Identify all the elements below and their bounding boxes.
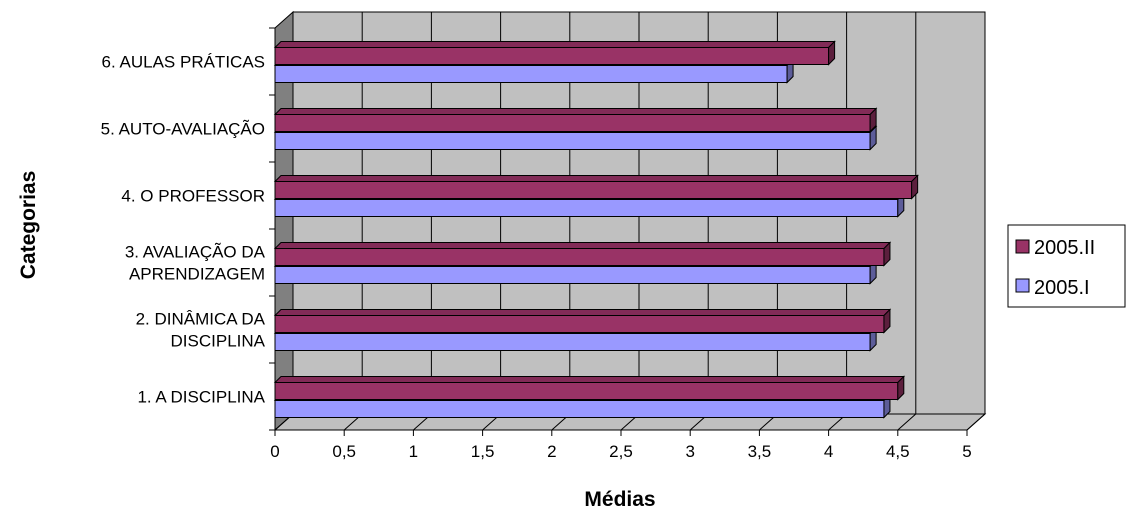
bar-2005-ii-3 xyxy=(273,241,892,267)
x-tick-label: 2,5 xyxy=(609,442,633,461)
bar-2005-ii-1-top xyxy=(273,376,906,383)
y-category-labels: 6. AULAS PRÁTICAS 5. AUTO-AVALIAÇÃO 4. O P… xyxy=(101,53,266,407)
floor-gridline xyxy=(897,413,917,431)
bar-2005-ii-1-end xyxy=(897,375,905,401)
bar-2005-i-5-front xyxy=(274,132,871,150)
bar-2005-ii-6-top xyxy=(273,41,836,48)
y-category-label: 3. AVALIAÇÃO DA APRENDIZAGEM xyxy=(125,243,266,284)
bar-2005-ii-3-front xyxy=(274,248,885,266)
bar-2005-i-5-end xyxy=(869,125,877,151)
bar-2005-i-4-front xyxy=(274,199,899,217)
bar-2005-ii-6-end xyxy=(828,40,836,66)
legend-label-2005-i: 2005.I xyxy=(1034,277,1090,299)
y-axis-title: Categorias xyxy=(17,171,40,280)
bar-2005-ii-1-front xyxy=(274,382,899,400)
bar-2005-ii-6-front xyxy=(274,47,830,65)
bar-2005-ii-3-end xyxy=(883,241,891,267)
x-tick-label: 4 xyxy=(824,442,833,461)
floor-gridline xyxy=(966,413,986,431)
bar-2005-ii-4-end xyxy=(911,174,919,200)
x-axis-title: Médias xyxy=(584,488,655,511)
x-tick-label: 0,5 xyxy=(332,442,356,461)
bar-2005-ii-4 xyxy=(273,174,919,200)
bar-2005-ii-6 xyxy=(273,40,836,66)
bar-2005-ii-5-front xyxy=(274,114,871,132)
bar-2005-ii-4-top xyxy=(273,175,919,182)
y-category-label: 2. DINÂMICA DA DISCIPLINA xyxy=(136,310,266,351)
legend-swatch-2005-i xyxy=(1015,278,1030,293)
x-tick-label: 0 xyxy=(270,442,279,461)
x-tick-labels: 0 0,5 1 1,5 2 2,5 3 3,5 4 4,5 5 xyxy=(270,442,971,461)
x-tick-label: 5 xyxy=(962,442,971,461)
x-tick-label: 3 xyxy=(685,442,694,461)
bar-2005-ii-3-top xyxy=(273,242,892,249)
bar-2005-ii-2-end xyxy=(883,308,891,334)
x-tick-label: 2 xyxy=(547,442,556,461)
x-tick-label: 3,5 xyxy=(748,442,772,461)
x-tick-label: 4,5 xyxy=(886,442,910,461)
bar-2005-i-3-front xyxy=(274,266,871,284)
y-category-label: 6. AULAS PRÁTICAS xyxy=(102,53,265,72)
y-category-label: 5. AUTO-AVALIAÇÃO xyxy=(101,120,265,139)
bar-2005-i-1-front xyxy=(274,400,885,418)
x-tick-label: 1 xyxy=(409,442,418,461)
legend-swatch-2005-ii xyxy=(1015,239,1030,254)
bars xyxy=(273,40,919,419)
bar-2005-ii-1 xyxy=(273,375,906,401)
axes xyxy=(269,27,968,436)
y-category-label: 4. O PROFESSOR xyxy=(121,187,265,206)
bar-2005-ii-2 xyxy=(273,308,892,334)
bar-2005-i-6-front xyxy=(274,65,788,83)
bar-2005-ii-5 xyxy=(273,107,878,133)
y-category-label: 1. A DISCIPLINA xyxy=(137,388,265,407)
legend-box xyxy=(1007,224,1126,308)
bar-2005-ii-4-front xyxy=(274,181,913,199)
legend-label-2005-ii: 2005.II xyxy=(1034,237,1095,259)
x-tick-label: 1,5 xyxy=(471,442,495,461)
bar-2005-ii-5-end xyxy=(869,107,877,133)
bar-2005-ii-5-top xyxy=(273,108,878,115)
bar-2005-i-2-front xyxy=(274,333,871,351)
bar-2005-ii-2-front xyxy=(274,315,885,333)
legend: 2005.II 2005.I xyxy=(1007,224,1126,308)
bar-2005-ii-2-top xyxy=(273,309,892,316)
